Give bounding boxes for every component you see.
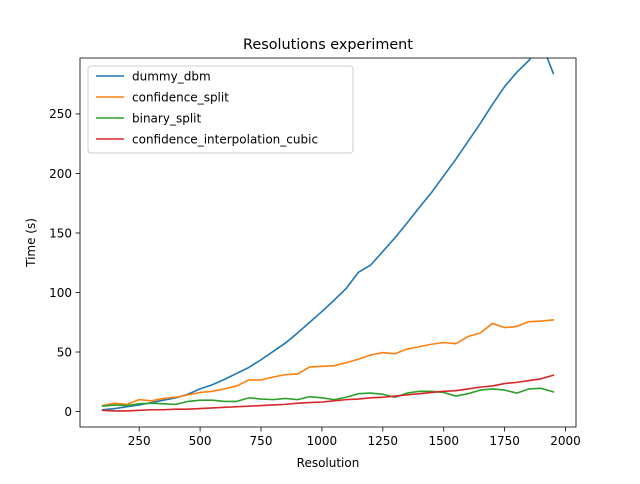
legend-box [87,65,354,154]
x-tick-label: 1750 [489,434,520,448]
legend-label-dummy-dbm: dummy_dbm [132,69,211,83]
plot-frame [79,57,577,428]
y-tick-label: 200 [49,167,72,181]
y-tick-label: 50 [57,345,72,359]
legend-label-confidence-interpolation-cubic: confidence_interpolation_cubic [132,132,318,146]
x-tick-label: 1000 [307,434,338,448]
x-axis-label: Resolution [297,456,360,470]
y-axis-label: Time (s) [24,218,38,268]
series-line-confidence-interpolation-cubic [101,374,555,412]
x-tick-label: 1250 [368,434,399,448]
y-tick-label: 0 [64,405,72,419]
x-tick-label: 250 [128,434,151,448]
series-line-confidence-split [101,318,555,407]
x-tick-label: 1500 [428,434,459,448]
x-tick-label: 750 [250,434,273,448]
legend: dummy_dbm confidence_split binary_splitcon… [87,65,354,154]
y-tick-label: 150 [49,226,72,240]
legend-label-confidence-split: confidence_split [132,90,229,104]
y-tick-label: 100 [49,286,72,300]
legend-label-binary-split: binary_split [132,111,201,125]
series-line-binary-split [101,387,555,408]
axis-ticks: 250 500 750 1000 1250 1500 1750 2000 0 50 100 150 20… [49,107,581,448]
x-tick-label: 500 [189,434,212,448]
series-lines [101,58,555,412]
y-tick-label: 250 [49,107,72,121]
chart-title: Resolutions experiment [243,37,413,53]
x-tick-label: 2000 [550,434,581,448]
